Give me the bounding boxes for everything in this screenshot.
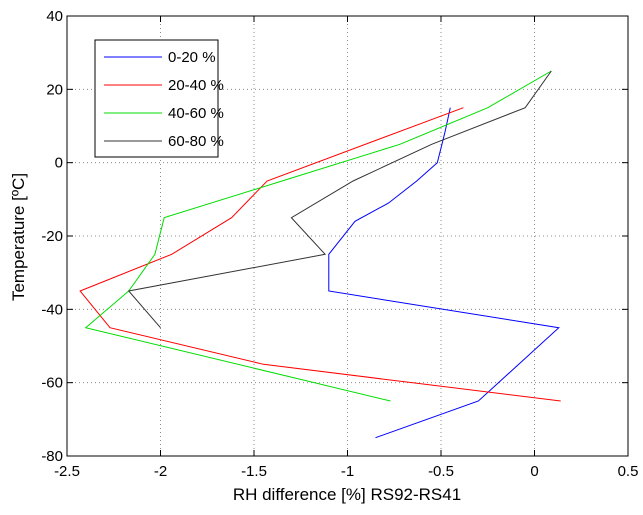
y-axis-label: Temperature [ºC] xyxy=(9,173,28,301)
x-tick-label: 0 xyxy=(530,463,538,480)
y-tick-label: -60 xyxy=(41,375,63,392)
y-tick-label: 0 xyxy=(55,155,63,172)
series-line xyxy=(127,70,552,329)
legend-label: 20-40 % xyxy=(168,77,224,94)
y-tick-label: -40 xyxy=(41,301,63,318)
x-tick-label: -1 xyxy=(341,463,354,480)
series-lines xyxy=(79,70,561,439)
y-tick-label: -80 xyxy=(41,448,63,465)
legend-label: 40-60 % xyxy=(168,105,224,122)
x-tick-label: -2.5 xyxy=(54,463,80,480)
series-line xyxy=(328,107,560,439)
y-tick-label: -20 xyxy=(41,228,63,245)
grid xyxy=(67,16,628,456)
x-tick-label: -0.5 xyxy=(428,463,454,480)
x-tick-label: -2 xyxy=(154,463,167,480)
axis-ticks: -2.5 -2 -1.5 -1 -0.5 0 0.5 -80 -60 -40 -20 0 20 40 xyxy=(41,8,638,480)
y-tick-label: 40 xyxy=(46,8,63,25)
legend-label: 60-80 % xyxy=(168,133,224,150)
y-tick-label: 20 xyxy=(46,81,63,98)
legend-box xyxy=(94,39,219,158)
x-axis-label: RH difference [%] RS92-RS41 xyxy=(233,485,461,504)
legend: 0-20 % 20-40 % 40-60 % 60-80 % xyxy=(94,39,224,158)
legend-label: 0-20 % xyxy=(168,49,216,66)
series-line xyxy=(84,70,552,402)
x-tick-label: 0.5 xyxy=(618,463,639,480)
x-tick-label: -1.5 xyxy=(241,463,267,480)
